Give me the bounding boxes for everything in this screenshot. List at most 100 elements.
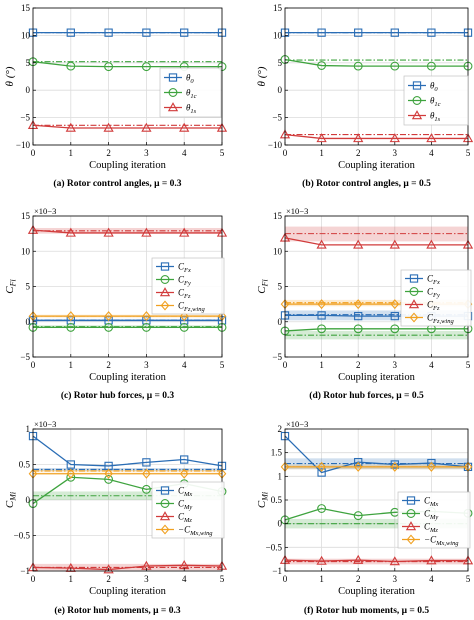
data-point (354, 28, 363, 37)
y-tick-label: 5 (26, 282, 31, 292)
x-tick-label: 0 (31, 148, 36, 158)
legend: θ0 θ1c θ1s (403, 75, 469, 126)
legend-marker (160, 524, 170, 535)
y-tick-label: 0 (26, 317, 31, 327)
data-point (104, 468, 113, 479)
x-tick-label: 3 (393, 574, 398, 584)
y-tick-label: 0.5 (271, 495, 283, 505)
data-point (103, 227, 114, 237)
data-point (179, 322, 189, 332)
data-point (66, 468, 76, 479)
data-point (426, 61, 436, 71)
data-point (317, 61, 327, 70)
uncertainty-band (285, 518, 468, 529)
y-axis-label: CMi (4, 492, 18, 508)
y-tick-label: −0.5 (14, 531, 31, 541)
x-axis-label: Coupling iteration (338, 372, 415, 383)
data-point (390, 28, 399, 37)
x-tick-label: 0 (283, 148, 288, 158)
legend-marker (408, 299, 420, 309)
data-point (390, 299, 400, 310)
x-tick-label: 5 (466, 148, 471, 158)
data-point (389, 239, 400, 249)
series-line (32, 435, 223, 467)
uncertainty-band (285, 310, 468, 321)
data-point (317, 28, 326, 37)
x-tick-label: 5 (466, 360, 471, 370)
data-point (103, 564, 114, 574)
data-point (389, 133, 400, 143)
data-point (426, 555, 437, 565)
x-tick-label: 2 (106, 148, 111, 158)
legend-marker (412, 81, 422, 90)
data-point (104, 474, 114, 484)
data-point (353, 461, 363, 472)
legend-label: CMy (178, 499, 192, 512)
y-tick-label: 15 (273, 211, 283, 221)
x-tick-label: 0 (31, 574, 36, 584)
x-tick-label: 3 (144, 360, 149, 370)
y-tick-label: 1 (278, 471, 283, 481)
y-tick-label: 0 (278, 317, 283, 327)
data-point (353, 133, 364, 143)
legend-marker (167, 102, 179, 112)
y-tick-label: −1 (20, 566, 30, 576)
axis-multiplier: ×10−3 (34, 419, 56, 429)
axis-multiplier: ×10−3 (34, 206, 56, 216)
data-point (65, 122, 76, 132)
data-point (179, 227, 190, 237)
legend-marker (168, 88, 178, 97)
y-axis-label: θ (°) (4, 66, 16, 86)
data-point (317, 324, 327, 334)
uncertainty-band (285, 299, 468, 307)
y-tick-label: −5 (272, 113, 282, 123)
y-tick-label: 5 (26, 58, 31, 68)
x-tick-label: 1 (69, 148, 74, 158)
data-point (104, 62, 114, 72)
legend-marker (406, 509, 416, 518)
series-line (32, 564, 223, 571)
data-point (142, 28, 151, 37)
chart-panel-b: 0 1 2 3 4 5 −10 −5 0 5 10 15 Coupling iteration θ (°)… (256, 3, 474, 189)
legend-marker (409, 274, 419, 283)
legend-marker (160, 262, 170, 271)
legend-marker (412, 96, 422, 105)
x-tick-label: 1 (319, 574, 324, 584)
data-point (179, 122, 190, 132)
x-tick-label: 0 (283, 574, 288, 584)
data-point (141, 322, 151, 332)
data-point (142, 311, 151, 322)
x-tick-label: 0 (283, 360, 288, 370)
legend-label: CFz,wing (178, 301, 205, 314)
panel-caption: (a) Rotor control angles, μ = 0.3 (53, 178, 181, 189)
data-point (142, 468, 151, 479)
data-point (354, 311, 363, 321)
y-tick-label: −0.5 (266, 542, 283, 552)
x-tick-label: 5 (466, 574, 471, 584)
legend-marker (405, 521, 417, 531)
y-tick-label: 1 (26, 424, 31, 434)
x-tick-label: 4 (429, 574, 434, 584)
legend-label: CMx (178, 486, 192, 499)
data-point (180, 455, 189, 464)
legend-label: CFy (178, 275, 191, 288)
y-tick-label: 2 (278, 424, 283, 434)
data-point (179, 311, 189, 322)
legend-box (397, 491, 471, 549)
axis-multiplier: ×10−3 (286, 206, 308, 216)
y-tick-label: 10 (21, 246, 31, 256)
legend-label: CMz (424, 522, 438, 535)
x-tick-label: 4 (182, 574, 187, 584)
legend-marker (409, 287, 419, 296)
y-tick-label: −1 (272, 566, 282, 576)
legend-label: θ1s (430, 111, 441, 124)
y-tick-label: 15 (273, 3, 283, 13)
data-point (353, 554, 364, 564)
data-point (353, 511, 363, 521)
x-axis-label: Coupling iteration (89, 372, 166, 383)
series-line (284, 133, 468, 140)
legend-label: θ1c (430, 96, 441, 109)
